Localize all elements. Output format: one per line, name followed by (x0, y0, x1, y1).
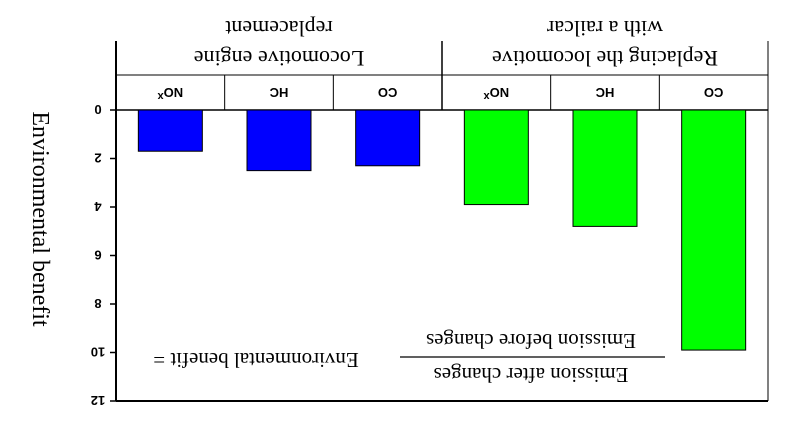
bar (463, 109, 529, 206)
y-tick-label: 4 (94, 199, 102, 214)
category-label: NOx (157, 85, 184, 102)
category-label: HC (269, 85, 288, 100)
bar (681, 109, 747, 351)
y-tick-label: 12 (91, 393, 105, 408)
bar-series (137, 109, 747, 351)
group-label: Locomotive engine (194, 46, 364, 71)
y-axis-label: Environmental benefit (27, 111, 53, 327)
formula-numerator: Emission after changes (434, 363, 629, 387)
category-label: NOx (483, 85, 510, 102)
y-axis-ticks: 0 2 4 6 8 10 12 (91, 102, 105, 408)
category-label: HC (595, 85, 614, 100)
category-label: CO (704, 85, 724, 100)
formula-denominator: Emission before changes (426, 329, 636, 353)
bar (246, 109, 312, 172)
bar (137, 109, 203, 152)
y-tick-label: 6 (94, 248, 101, 263)
category-label: CO (378, 85, 398, 100)
y-tick-label: 2 (94, 151, 101, 166)
group-label: with a railcar (546, 16, 663, 41)
bar (355, 109, 421, 167)
y-tick-label: 0 (94, 102, 101, 117)
formula: Environmental benefit = Emission after c… (153, 329, 665, 387)
bar (572, 109, 638, 227)
group-label: replacement (225, 16, 333, 41)
plot-frame: NOx HC CO NOx HC CO (110, 41, 769, 402)
y-tick-label: 8 (94, 296, 101, 311)
formula-lhs: Environmental benefit = (153, 348, 358, 372)
group-label: Replacing the locomotive (492, 46, 718, 71)
y-tick-label: 10 (91, 345, 105, 360)
